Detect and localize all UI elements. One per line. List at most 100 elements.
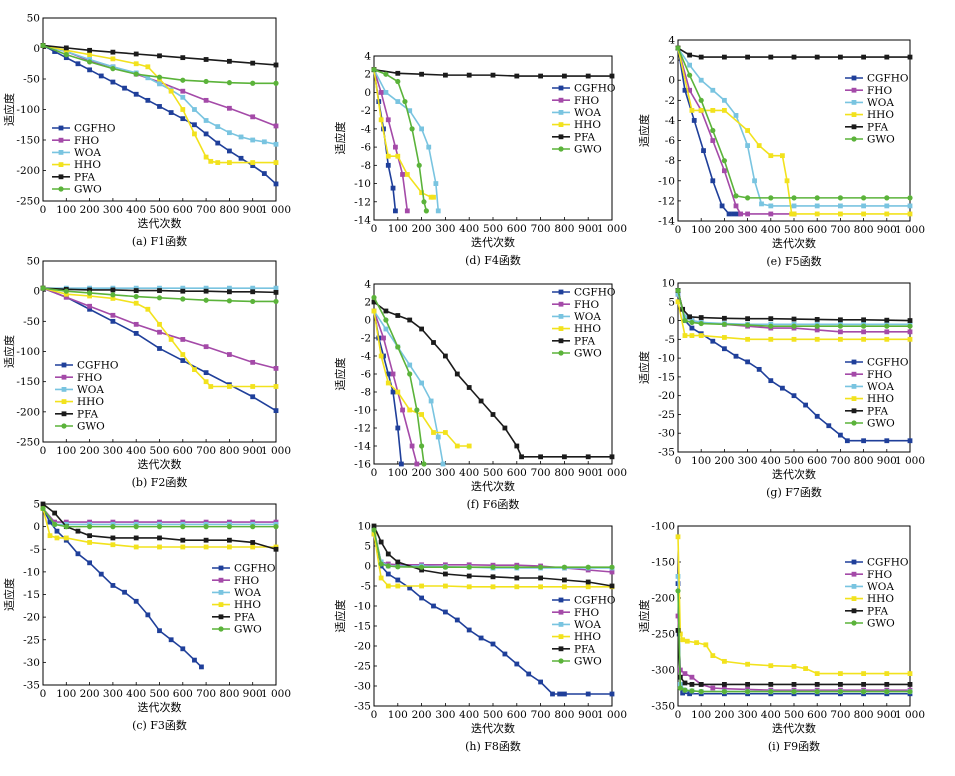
data-point-pfa	[478, 398, 484, 404]
y-tick-label: -15	[23, 589, 40, 601]
data-point-cgfho	[407, 585, 413, 591]
data-point-pfa	[698, 315, 704, 320]
legend-label-gwo: GWO	[867, 618, 895, 630]
y-tick-label: -200	[651, 593, 675, 605]
legend-marker	[851, 396, 857, 401]
data-point-hho	[443, 430, 448, 435]
data-point-gwo	[423, 208, 429, 214]
data-point-hho	[722, 658, 727, 664]
data-point-pfa	[419, 326, 424, 332]
x-tick-label: 700	[830, 224, 850, 236]
legend-marker	[558, 134, 564, 140]
data-point-woa	[675, 574, 681, 579]
data-point-pfa	[443, 72, 448, 78]
x-tick-label: 500	[149, 688, 169, 700]
data-point-cgfho	[526, 671, 532, 677]
data-point-pfa	[87, 533, 92, 539]
data-point-hho	[710, 653, 716, 658]
data-point-hho	[203, 379, 209, 385]
x-tick-label: 700	[830, 709, 850, 721]
x-tick-label: 100	[388, 709, 408, 721]
data-point-hho	[157, 321, 162, 327]
data-point-pfa	[538, 454, 543, 460]
data-point-cgfho	[838, 432, 843, 438]
data-point-cgfho	[514, 661, 520, 667]
data-point-woa	[884, 203, 890, 209]
legend-marker	[851, 420, 857, 426]
y-tick-label: -300	[651, 665, 675, 677]
data-point-pfa	[87, 287, 92, 293]
data-point-hho	[215, 160, 221, 165]
data-point-cgfho	[538, 679, 543, 685]
legend-label-woa: WOA	[77, 384, 104, 396]
legend-marker	[58, 186, 64, 192]
x-tick-label: 200	[80, 688, 100, 700]
data-point-gwo	[884, 689, 890, 695]
x-tick-label: 700	[830, 455, 850, 467]
x-tick-label: 200	[80, 445, 100, 457]
data-point-hho	[63, 291, 69, 297]
data-point-hho	[431, 194, 436, 200]
data-point-gwo	[675, 588, 681, 594]
data-point-gwo	[156, 74, 163, 80]
data-point-cgfho	[756, 366, 762, 372]
x-tick-label: 500	[483, 709, 503, 721]
legend-label-cgfho: CGFHO	[574, 287, 616, 299]
data-point-gwo	[768, 689, 774, 695]
legend-marker	[851, 384, 857, 389]
data-point-pfa	[698, 682, 704, 687]
data-point-cgfho	[180, 358, 186, 363]
legend-label-gwo: GWO	[74, 184, 102, 196]
x-tick-label: 500	[483, 223, 503, 235]
data-point-cgfho	[52, 49, 58, 54]
legend-marker	[851, 100, 857, 105]
data-point-hho	[884, 336, 890, 342]
data-point-woa	[383, 326, 389, 332]
data-point-gwo	[861, 323, 867, 329]
data-point-gwo	[442, 564, 448, 570]
data-point-hho	[227, 384, 232, 389]
data-point-gwo	[378, 561, 384, 567]
data-point-hho	[814, 211, 820, 217]
data-point-gwo	[907, 195, 913, 201]
legend-label-cgfho: CGFHO	[574, 595, 616, 607]
legend-label-pfa: PFA	[74, 171, 95, 183]
data-point-woa	[861, 203, 866, 209]
y-tick-label: -8	[361, 387, 371, 399]
y-tick-label: -35	[23, 680, 40, 692]
x-tick-label: 300	[435, 467, 455, 479]
data-point-hho	[395, 583, 401, 589]
data-point-hho	[722, 335, 727, 340]
data-point-hho	[466, 584, 472, 590]
data-point-woa	[273, 285, 279, 291]
y-tick-label: -150	[16, 135, 40, 147]
data-point-gwo	[585, 564, 591, 570]
data-point-cgfho	[701, 148, 706, 154]
data-point-gwo	[371, 294, 377, 301]
data-point-pfa	[538, 73, 543, 79]
data-point-hho	[680, 637, 686, 643]
data-point-cgfho	[227, 148, 232, 154]
x-tick-label: 400	[126, 445, 146, 457]
x-tick-label: 400	[126, 204, 146, 216]
data-point-pfa	[250, 289, 256, 295]
data-point-hho	[768, 336, 774, 342]
data-point-pfa	[687, 52, 692, 58]
data-point-cgfho	[687, 691, 692, 697]
data-point-pfa	[378, 539, 384, 545]
data-point-pfa	[609, 454, 615, 460]
data-point-cgfho	[110, 318, 116, 324]
data-point-woa	[215, 124, 221, 129]
data-point-woa	[440, 461, 446, 467]
data-point-cgfho	[884, 438, 890, 444]
data-point-fho	[227, 352, 232, 357]
data-point-pfa	[371, 299, 377, 305]
x-tick-label: 300	[103, 204, 123, 216]
data-point-gwo	[689, 319, 695, 326]
legend-marker	[218, 565, 224, 571]
x-tick-label: 400	[459, 223, 479, 235]
y-tick-label: -12	[354, 196, 371, 208]
